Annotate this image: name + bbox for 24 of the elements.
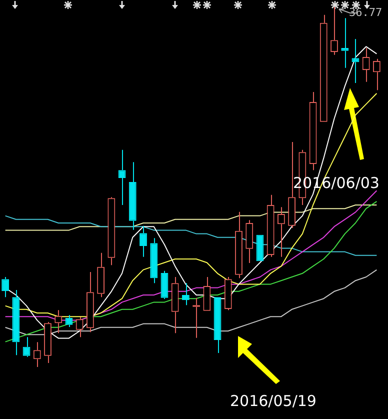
candlestick <box>171 276 179 334</box>
candlestick <box>352 38 360 84</box>
candlestick <box>288 142 296 229</box>
candlestick <box>160 270 168 300</box>
candlestick <box>203 276 211 311</box>
candlestick <box>150 238 158 284</box>
candlestick <box>224 276 232 311</box>
candlestick <box>246 220 254 264</box>
candlestick <box>128 162 136 230</box>
annotation: 36.77 <box>349 6 382 19</box>
candlestick <box>320 14 328 122</box>
candlestick <box>44 322 52 364</box>
candlestick <box>235 211 242 279</box>
candlestick <box>214 297 222 354</box>
candlestick <box>309 91 317 171</box>
text: 2016/05/19 <box>230 392 316 410</box>
candlestick <box>108 196 116 266</box>
candlestick <box>97 252 105 298</box>
candlestick <box>341 18 349 68</box>
candlestick <box>140 225 147 258</box>
candlestick <box>12 289 20 356</box>
candlestick <box>86 271 94 333</box>
candlestick <box>266 194 274 258</box>
candlestick <box>362 48 370 82</box>
